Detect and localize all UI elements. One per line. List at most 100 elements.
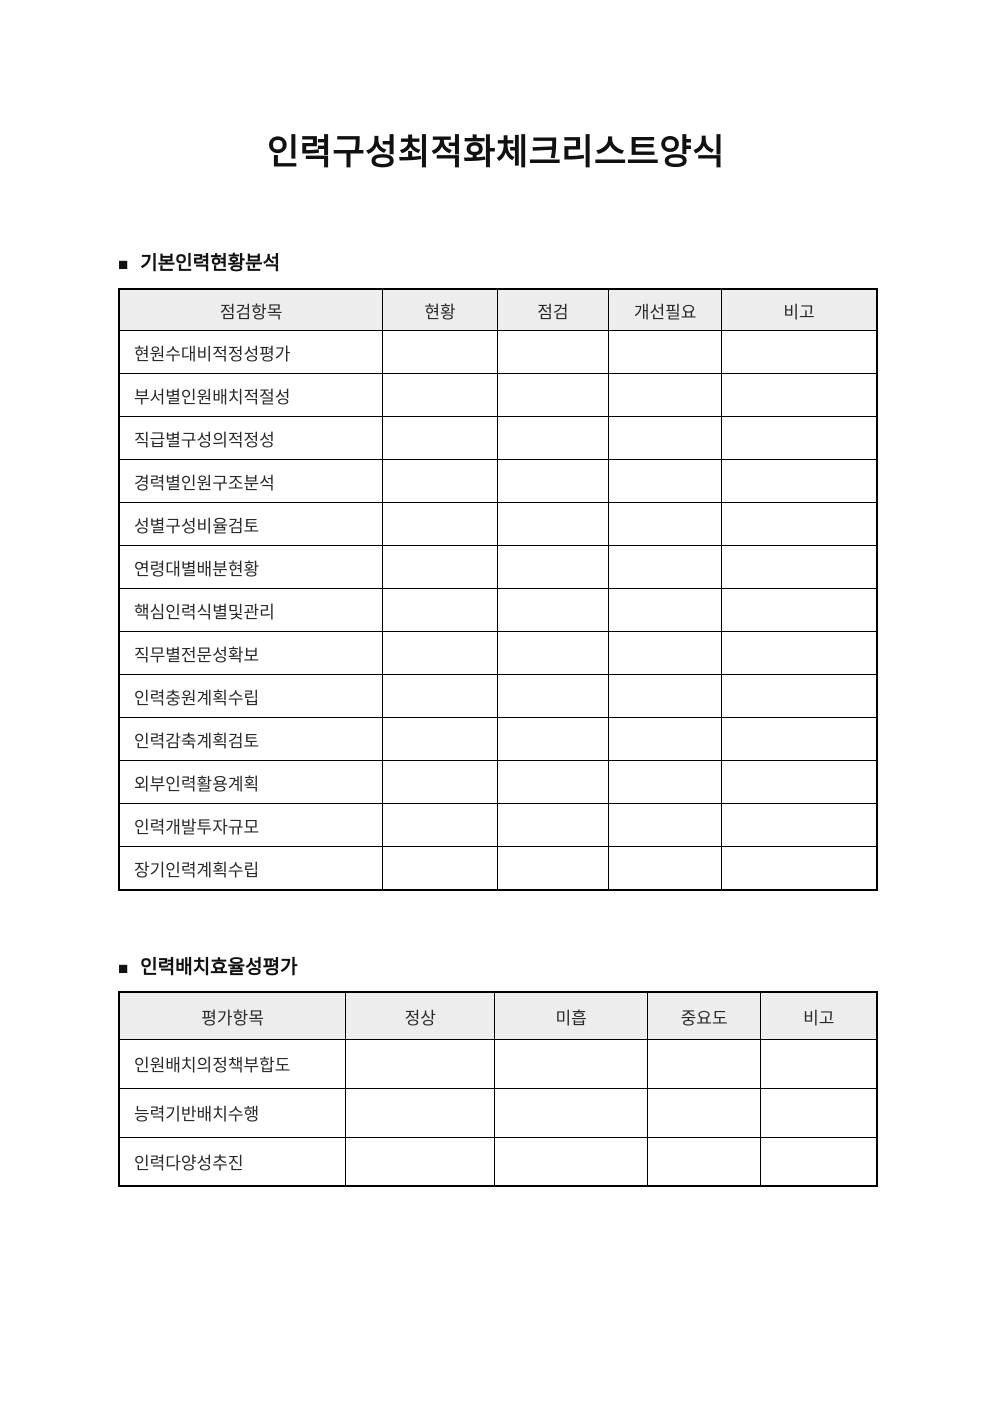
column-header: 비고 (760, 991, 878, 1040)
empty-entry-cell (721, 416, 878, 461)
table-row: 경력별인원구조분석 (118, 459, 878, 504)
item-label-cell: 직무별전문성확보 (118, 631, 384, 676)
empty-entry-cell (345, 1038, 496, 1089)
empty-entry-cell (608, 330, 723, 375)
empty-entry-cell (721, 803, 878, 848)
section-heading-label: 기본인력현황분석 (140, 253, 281, 275)
empty-entry-cell (494, 1038, 648, 1089)
empty-entry-cell (608, 373, 723, 418)
column-header: 점검 (496, 288, 610, 332)
empty-entry-cell (721, 760, 878, 805)
table-row: 인원배치의정책부합도 (118, 1038, 878, 1089)
table-row: 인력감축계획검토 (118, 717, 878, 762)
empty-entry-cell (496, 459, 610, 504)
empty-entry-cell (608, 459, 723, 504)
empty-entry-cell (646, 1136, 762, 1187)
section-placement-efficiency-evaluation: ■ 인력배치효율성평가 평가항목 정상 미흡 중요도 비고 인원배치의정책부합도 능력기반… (118, 955, 878, 1188)
empty-entry-cell (608, 588, 723, 633)
table-header-row: 평가항목 정상 미흡 중요도 비고 (118, 991, 878, 1040)
empty-entry-cell (382, 330, 498, 375)
empty-entry-cell (496, 846, 610, 891)
basic-workforce-status-table: 점검항목 현황 점검 개선필요 비고 현원수대비적정성평가 부서별인원배치적절성 직급별구성… (118, 287, 878, 891)
table-row: 연령대별배분현황 (118, 545, 878, 590)
table-row: 인력충원계획수립 (118, 674, 878, 719)
table-row: 부서별인원배치적절성 (118, 373, 878, 418)
section-basic-workforce-analysis: ■ 기본인력현황분석 점검항목 현황 점검 개선필요 비고 현원수대비적정성평가 부서별인… (118, 251, 878, 891)
empty-entry-cell (608, 717, 723, 762)
table-row: 인력다양성추진 (118, 1136, 878, 1187)
empty-entry-cell (760, 1038, 878, 1089)
item-label-cell: 장기인력계획수립 (118, 846, 384, 891)
empty-entry-cell (608, 502, 723, 547)
item-label-cell: 부서별인원배치적절성 (118, 373, 384, 418)
empty-entry-cell (721, 631, 878, 676)
item-label-cell: 외부인력활용계획 (118, 760, 384, 805)
empty-entry-cell (721, 502, 878, 547)
empty-entry-cell (382, 717, 498, 762)
empty-entry-cell (496, 330, 610, 375)
empty-entry-cell (382, 373, 498, 418)
item-label-cell: 연령대별배분현황 (118, 545, 384, 590)
empty-entry-cell (646, 1087, 762, 1138)
empty-entry-cell (382, 588, 498, 633)
table-row: 능력기반배치수행 (118, 1087, 878, 1138)
empty-entry-cell (496, 588, 610, 633)
item-label-cell: 핵심인력식별및관리 (118, 588, 384, 633)
empty-entry-cell (494, 1087, 648, 1138)
empty-entry-cell (382, 803, 498, 848)
table-row: 장기인력계획수립 (118, 846, 878, 891)
empty-entry-cell (496, 760, 610, 805)
table-row: 직무별전문성확보 (118, 631, 878, 676)
column-header: 평가항목 (118, 991, 347, 1040)
empty-entry-cell (760, 1136, 878, 1187)
empty-entry-cell (382, 760, 498, 805)
empty-entry-cell (608, 545, 723, 590)
empty-entry-cell (721, 373, 878, 418)
empty-entry-cell (608, 760, 723, 805)
table-row: 직급별구성의적정성 (118, 416, 878, 461)
item-label-cell: 인력개발투자규모 (118, 803, 384, 848)
empty-entry-cell (608, 803, 723, 848)
column-header: 비고 (721, 288, 878, 332)
item-label-cell: 성별구성비율검토 (118, 502, 384, 547)
empty-entry-cell (496, 717, 610, 762)
empty-entry-cell (721, 588, 878, 633)
empty-entry-cell (382, 545, 498, 590)
item-label-cell: 직급별구성의적정성 (118, 416, 384, 461)
item-label-cell: 인원배치의정책부합도 (118, 1038, 347, 1089)
column-header: 정상 (345, 991, 496, 1040)
table-row: 성별구성비율검토 (118, 502, 878, 547)
empty-entry-cell (496, 803, 610, 848)
empty-entry-cell (721, 330, 878, 375)
empty-entry-cell (382, 502, 498, 547)
document-content: ■ 기본인력현황분석 점검항목 현황 점검 개선필요 비고 현원수대비적정성평가 부서별인… (0, 251, 992, 1188)
item-label-cell: 능력기반배치수행 (118, 1087, 347, 1138)
placement-efficiency-table: 평가항목 정상 미흡 중요도 비고 인원배치의정책부합도 능력기반배치수행 인력다양성추진 (118, 991, 878, 1188)
square-bullet-icon: ■ (118, 958, 129, 978)
column-header: 점검항목 (118, 288, 384, 332)
item-label-cell: 인력충원계획수립 (118, 674, 384, 719)
empty-entry-cell (496, 631, 610, 676)
column-header: 중요도 (646, 991, 762, 1040)
empty-entry-cell (721, 717, 878, 762)
section-heading: ■ 인력배치효율성평가 (118, 955, 878, 982)
empty-entry-cell (382, 674, 498, 719)
empty-entry-cell (382, 416, 498, 461)
column-header: 현황 (382, 288, 498, 332)
table-row: 현원수대비적정성평가 (118, 330, 878, 375)
page-title: 인력구성최적화체크리스트양식 (267, 133, 725, 172)
empty-entry-cell (721, 459, 878, 504)
empty-entry-cell (646, 1038, 762, 1089)
item-label-cell: 경력별인원구조분석 (118, 459, 384, 504)
empty-entry-cell (760, 1087, 878, 1138)
empty-entry-cell (494, 1136, 648, 1187)
empty-entry-cell (382, 631, 498, 676)
column-header: 개선필요 (608, 288, 723, 332)
empty-entry-cell (496, 416, 610, 461)
empty-entry-cell (345, 1087, 496, 1138)
empty-entry-cell (608, 416, 723, 461)
table-row: 인력개발투자규모 (118, 803, 878, 848)
empty-entry-cell (496, 373, 610, 418)
empty-entry-cell (721, 545, 878, 590)
empty-entry-cell (608, 674, 723, 719)
